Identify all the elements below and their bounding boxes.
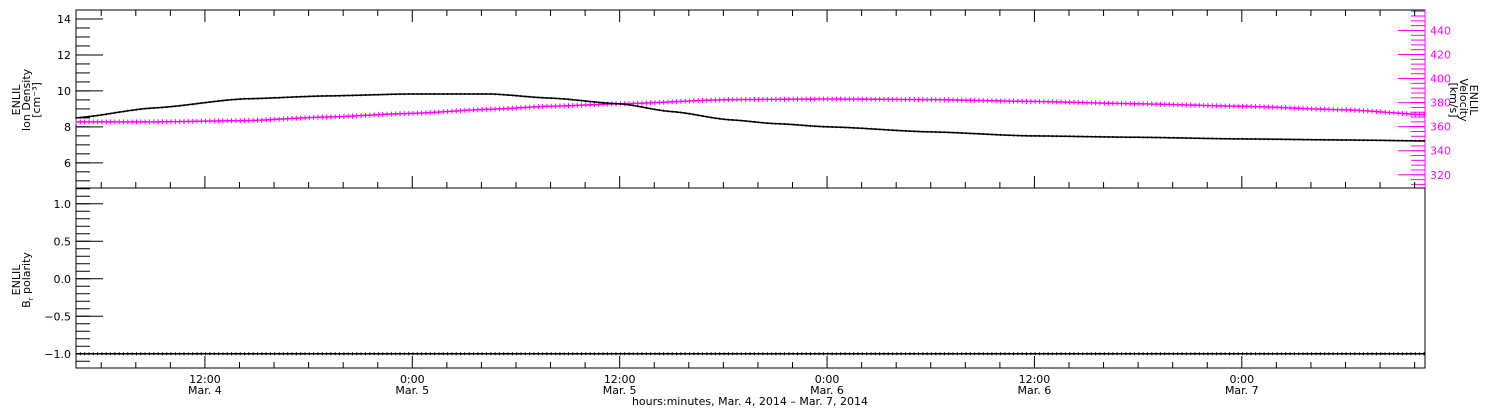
velocity-tick-label: 400 [1430,73,1451,86]
density-series-markers [75,93,1425,142]
x-tick-date: Mar. 7 [1225,384,1259,397]
x-tick-date: Mar. 4 [188,384,222,397]
polarity-axis-tick-label: 0.5 [54,235,72,248]
density-axis-title-line: [cm⁻³] [30,82,43,118]
velocity-tick-label: 420 [1430,49,1451,62]
polarity-title-line2: Br polarity [20,252,35,308]
bottom-panel-frame [75,187,1426,369]
velocity-axis-title-line: ENLIL [1467,85,1480,117]
x-tick-time: 12:00 [604,373,636,386]
x-tick-date: Mar. 6 [810,384,844,397]
density-axis-tick-label: 14 [57,13,71,26]
x-tick-date: Mar. 5 [395,384,429,397]
x-tick-date: Mar. 5 [603,384,637,397]
x-tick-time: 0:00 [815,373,840,386]
density-axis-tick-label: 6 [64,157,71,170]
polarity-axis-tick-label: 1.0 [54,198,72,211]
velocity-tick-label: 440 [1430,24,1451,37]
polarity-title-line1: ENLIL [10,264,23,296]
density-axis-tick-label: 12 [57,49,71,62]
x-tick-time: 12:00 [1019,373,1051,386]
velocity-tick-label: 380 [1430,97,1451,110]
velocity-tick-label: 320 [1430,169,1451,182]
density-axis-title-line: ENLIL [10,84,23,116]
x-tick-time: 0:00 [1229,373,1254,386]
polarity-series-markers [75,352,1425,356]
polarity-axis-tick-label: 0.0 [54,273,72,286]
x-tick-time: 12:00 [189,373,221,386]
velocity-axis-title-line: Velocity [1457,78,1470,122]
velocity-tick-label: 340 [1430,145,1451,158]
velocity-series-line [76,98,1425,123]
x-tick-date: Mar. 6 [1018,384,1052,397]
density-axis-tick-label: 8 [64,121,71,134]
x-axis-title: hours:minutes, Mar. 4, 2014 – Mar. 7, 20… [632,395,868,408]
velocity-tick-label: 360 [1430,121,1451,134]
polarity-axis-tick-label: −0.5 [44,310,71,323]
density-axis-tick-label: 10 [57,85,71,98]
x-tick-time: 0:00 [400,373,425,386]
polarity-axis-tick-label: −1.0 [44,348,71,361]
density-axis-title-line: Ion Density [20,68,33,131]
velocity-series-markers [75,96,1425,125]
velocity-axis-title-line: [km/s] [1447,82,1460,117]
